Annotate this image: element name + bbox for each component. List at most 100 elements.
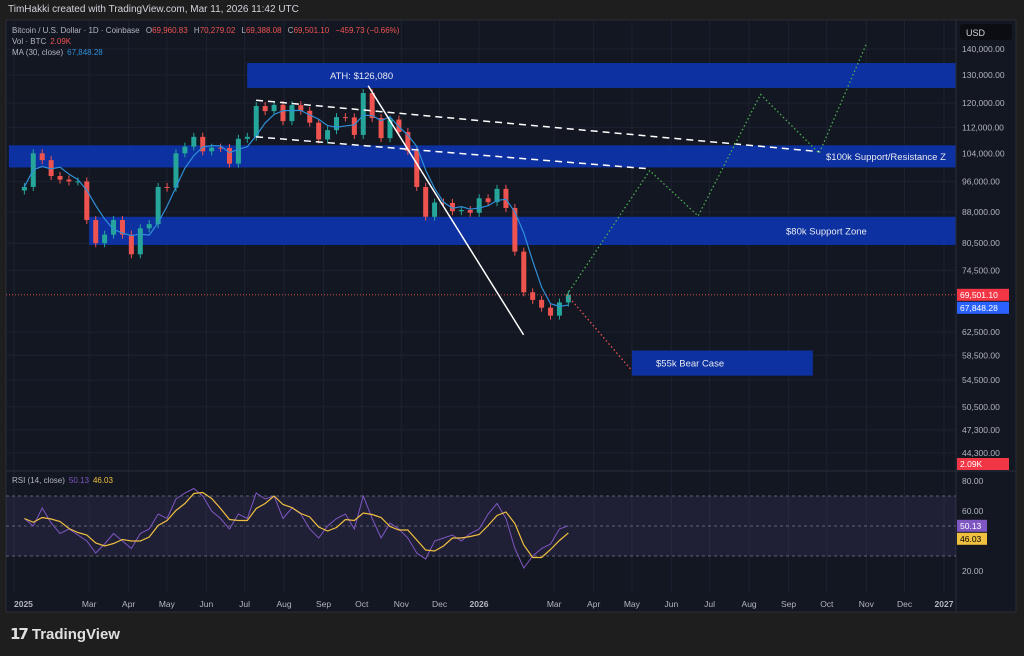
ath-drop-line xyxy=(367,85,525,336)
candle xyxy=(387,119,393,139)
chart-credit: TimHakki created with TradingView.com, M… xyxy=(8,4,299,15)
price-tick: 96,000.00 xyxy=(962,176,1000,186)
time-tick: Jul xyxy=(239,599,250,609)
rsi-tick: 60.00 xyxy=(962,506,984,516)
candle xyxy=(84,181,90,221)
time-tick: Mar xyxy=(547,599,562,609)
close-value: 69,501.10 xyxy=(294,26,330,35)
svg-text:MA (30, close)67,848.28: MA (30, close) 67,848.28 xyxy=(12,48,103,57)
candle xyxy=(548,307,554,316)
time-tick: Sep xyxy=(781,599,796,609)
candle xyxy=(253,106,259,137)
candle xyxy=(449,202,455,212)
time-tick: May xyxy=(159,599,176,609)
ma-label: MA (30, close) xyxy=(12,48,63,57)
time-axis[interactable]: 2025 Mar Apr May Jun Jul Aug Sep Oct Nov Dec 2026 Ma… xyxy=(14,599,954,609)
last-price-tag-bg xyxy=(957,288,1009,301)
candle xyxy=(48,160,54,176)
time-tick: Nov xyxy=(859,599,875,609)
candle xyxy=(146,224,152,229)
volume-value: 2.09K xyxy=(50,37,72,46)
price-tick: 47,300.00 xyxy=(962,425,1000,435)
candle xyxy=(521,251,527,293)
drawings xyxy=(255,43,867,372)
time-tick: 2025 xyxy=(14,599,33,609)
price-tick: 74,500.00 xyxy=(962,265,1000,275)
zone-label: $55k Bear Case xyxy=(656,359,724,370)
candle xyxy=(289,105,295,122)
rsi-tick: 20.00 xyxy=(962,566,984,576)
candle xyxy=(119,220,125,235)
time-tick: 2026 xyxy=(470,599,489,609)
price-tick: 80,500.00 xyxy=(962,238,1000,248)
time-tick: Aug xyxy=(277,599,292,609)
price-tick: 88,000.00 xyxy=(962,207,1000,217)
candle xyxy=(342,117,348,119)
rsi-ma-tag: 46.03 xyxy=(960,534,982,544)
candle xyxy=(423,186,429,217)
zone-rect xyxy=(631,350,813,376)
rsi-ma-value: 46.03 xyxy=(93,476,114,485)
candle xyxy=(280,104,286,122)
price-tick: 54,500.00 xyxy=(962,375,1000,385)
candle xyxy=(191,136,197,147)
candle xyxy=(360,93,366,135)
candle xyxy=(39,153,45,161)
candle xyxy=(467,209,473,213)
time-tick: Jul xyxy=(704,599,715,609)
candle xyxy=(503,188,509,209)
candle xyxy=(57,175,63,180)
ma-value: 67,848.28 xyxy=(67,48,103,57)
price-tick: 50,500.00 xyxy=(962,402,1000,412)
candle xyxy=(262,106,268,112)
candle xyxy=(209,147,215,152)
volume-label: Vol · BTC xyxy=(12,37,46,46)
candle xyxy=(218,147,224,149)
change-value: −459.73 (−0.66%) xyxy=(335,26,399,35)
candle xyxy=(351,117,357,135)
candle xyxy=(556,302,562,316)
candle xyxy=(414,150,420,187)
zone-label: ATH: $126,080 xyxy=(330,71,393,82)
price-tick: 130,000.00 xyxy=(962,70,1005,80)
ma-line xyxy=(23,109,569,307)
tradingview-logo[interactable]: 𝟭𝟳 TradingView xyxy=(10,625,120,644)
time-tick: Aug xyxy=(742,599,757,609)
time-tick: Dec xyxy=(432,599,448,609)
price-tick: 58,500.00 xyxy=(962,350,1000,360)
rsi-tag-bg xyxy=(957,519,987,532)
candle xyxy=(75,181,81,183)
candle xyxy=(173,153,179,188)
volume-tag: 2.09K xyxy=(960,459,983,469)
candle xyxy=(137,228,143,255)
zone-rect xyxy=(8,145,956,168)
candle xyxy=(476,198,482,213)
price-tick: 112,000.00 xyxy=(962,122,1004,132)
candle xyxy=(244,136,250,139)
time-tick: 2027 xyxy=(935,599,954,609)
volume-tag-bg xyxy=(957,458,1009,470)
price-axis[interactable]: 140,000.00 130,000.00 120,000.00 112,000.00… xyxy=(957,44,1009,470)
candle xyxy=(182,146,188,154)
candle xyxy=(21,186,27,191)
brand-name: TradingView xyxy=(31,625,120,643)
time-tick: Sep xyxy=(316,599,331,609)
candle xyxy=(396,119,402,133)
candle xyxy=(539,299,545,308)
time-tick: May xyxy=(624,599,641,609)
low-value: 69,388.08 xyxy=(246,26,282,35)
ma-price-tag: 67,848.28 xyxy=(960,303,998,313)
zone-label: $100k Support/Resistance Z xyxy=(826,152,946,163)
tradingview-logo-icon: 𝟭𝟳 xyxy=(10,626,29,643)
time-tick: Dec xyxy=(897,599,913,609)
zone-rect xyxy=(247,63,956,88)
bull-projection-path xyxy=(566,43,867,296)
price-tick: 62,500.00 xyxy=(962,327,1000,337)
currency-button[interactable] xyxy=(960,24,1012,40)
bear-projection-path xyxy=(566,294,633,372)
price-tick: 120,000.00 xyxy=(962,98,1005,108)
candle xyxy=(565,294,571,303)
